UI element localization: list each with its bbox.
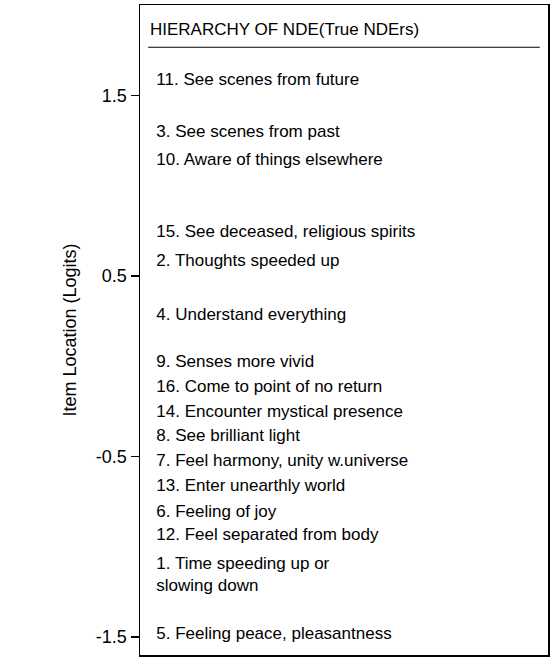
svg-text:11. See scenes from future: 11. See scenes from future: [156, 70, 359, 89]
svg-text:7. Feel harmony, unity w.unive: 7. Feel harmony, unity w.universe: [156, 451, 408, 470]
svg-text:6. Feeling of joy: 6. Feeling of joy: [156, 502, 277, 521]
svg-text:4. Understand everything: 4. Understand everything: [156, 305, 346, 324]
svg-text:10. Aware of things elsewhere: 10. Aware of things elsewhere: [156, 150, 383, 169]
svg-text:5. Feeling peace, pleasantness: 5. Feeling peace, pleasantness: [156, 624, 391, 643]
svg-text:16. Come to point of no return: 16. Come to point of no return: [156, 377, 382, 396]
svg-text:15. See deceased, religious sp: 15. See deceased, religious spirits: [156, 222, 415, 241]
svg-text:14. Encounter mystical presenc: 14. Encounter mystical presence: [156, 402, 403, 421]
svg-text:8. See brilliant light: 8. See brilliant light: [156, 426, 300, 445]
svg-text:1. Time speeding up orslowing: 1. Time speeding up orslowing down: [156, 554, 329, 595]
svg-text:12. Feel separated from body: 12. Feel separated from body: [156, 525, 379, 544]
svg-text:1.5: 1.5: [102, 86, 127, 106]
svg-text:Item Location (Logits): Item Location (Logits): [60, 243, 80, 416]
svg-text:13. Enter unearthly world: 13. Enter unearthly world: [156, 476, 345, 495]
svg-text:-1.5: -1.5: [96, 627, 127, 647]
svg-text:9. Senses more vivid: 9. Senses more vivid: [156, 352, 314, 371]
svg-text:0.5: 0.5: [102, 266, 127, 286]
svg-text:-0.5: -0.5: [96, 447, 127, 467]
svg-text:3. See scenes from past: 3. See scenes from past: [156, 122, 340, 141]
svg-text:HIERARCHY OF NDE(True NDErs): HIERARCHY OF NDE(True NDErs): [150, 20, 419, 39]
svg-text:2. Thoughts speeded up: 2. Thoughts speeded up: [156, 251, 339, 270]
